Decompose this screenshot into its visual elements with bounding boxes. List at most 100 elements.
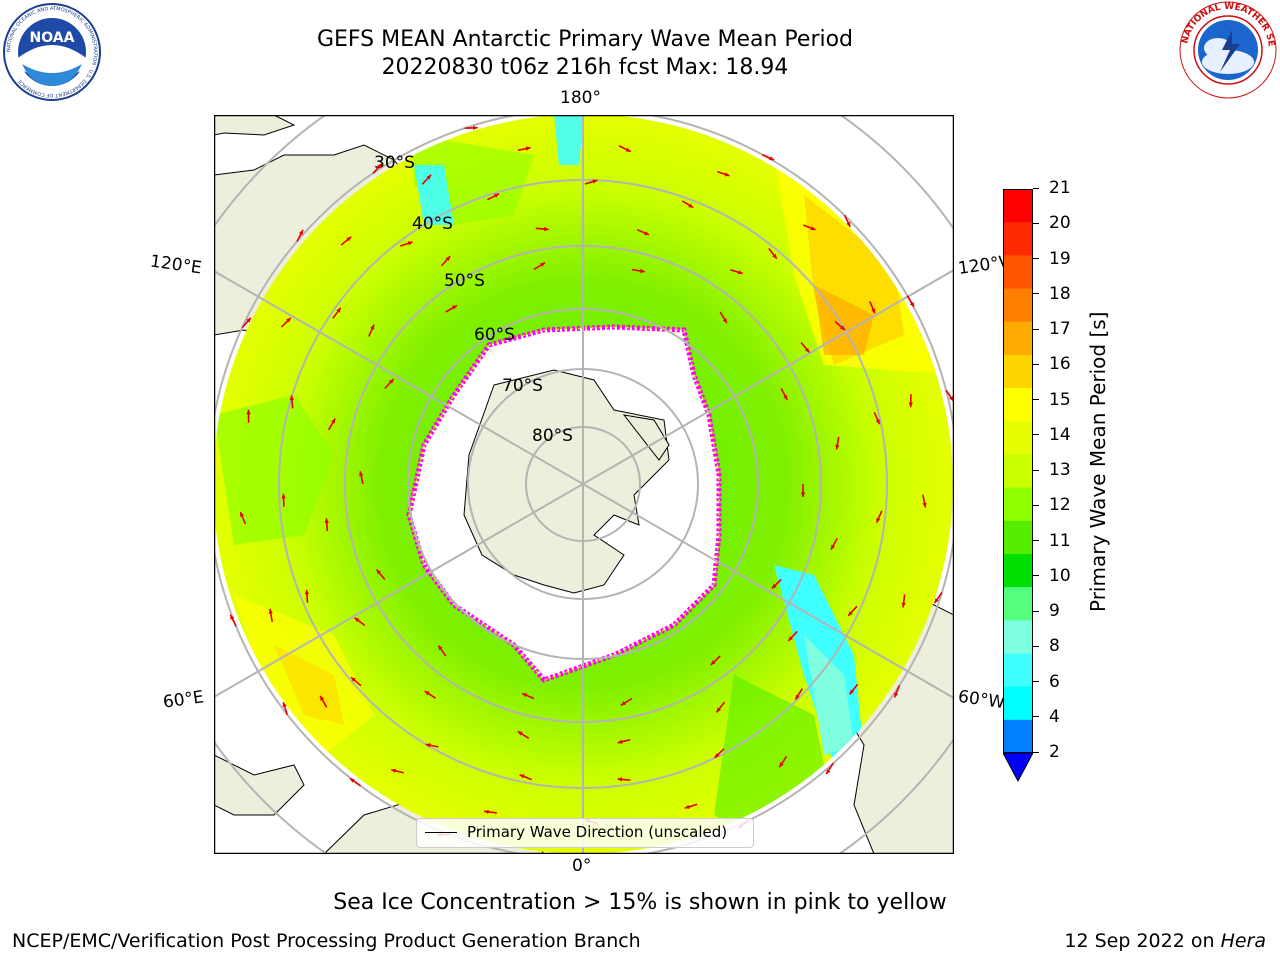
- colorbar-extend-arrow: [1003, 752, 1033, 783]
- map-legend: Primary Wave Direction (unscaled): [416, 818, 754, 848]
- wave-arrow-head: [304, 589, 310, 595]
- wave-arrow-head: [849, 689, 855, 695]
- colorbar-tick-label: 13: [1033, 460, 1071, 480]
- colorbar-band: [1003, 288, 1033, 323]
- colorbar-band: [1003, 487, 1033, 522]
- colorbar-band: [1003, 189, 1033, 223]
- antarctic-ice-region: [406, 324, 722, 683]
- wave-arrow-head: [788, 636, 793, 641]
- wave-arrow-head: [835, 444, 840, 450]
- wave-arrow-head: [684, 804, 690, 809]
- map-panel: 30°S 40°S 50°S 60°S 70°S 80°S Primary Wa…: [214, 115, 954, 854]
- colorbar-band: [1003, 222, 1033, 256]
- wave-arrow-head: [517, 731, 523, 736]
- chart-subtitle: 20220830 t06z 216h fcst Max: 18.94: [381, 55, 789, 80]
- wave-arrow-head: [710, 660, 716, 665]
- colorbar-band: [1003, 719, 1033, 754]
- lat-label-30s: 30°S: [374, 153, 415, 173]
- wave-arrow-head: [452, 305, 457, 310]
- lon-label-120e: 120°E: [148, 251, 203, 279]
- wave-arrow-head: [688, 203, 694, 208]
- colorbar-tick-label: 4: [1033, 707, 1060, 727]
- wave-arrow-head: [644, 231, 650, 236]
- wave-direction-arrows: [229, 125, 954, 837]
- wave-arrow-head: [783, 395, 788, 400]
- lat-label-60s: 60°S: [474, 325, 515, 345]
- wave-arrow-head: [846, 221, 851, 227]
- wave-arrow-head: [724, 172, 730, 177]
- colorbar: [1003, 189, 1033, 783]
- wave-arrow-head: [779, 762, 784, 768]
- wave-arrow-head: [949, 396, 954, 401]
- wave-arrow-head: [525, 146, 531, 151]
- lat-label-70s: 70°S: [502, 376, 543, 396]
- colorbar-tick-label: 14: [1033, 425, 1071, 445]
- wave-arrow-head: [359, 471, 364, 477]
- sea-ice-caption: Sea Ice Concentration > 15% is shown in …: [333, 890, 947, 915]
- lat-label-40s: 40°S: [412, 214, 453, 234]
- footer-date-text: 12 Sep 2022 on: [1064, 930, 1221, 952]
- wave-arrow-head: [370, 324, 375, 330]
- wave-arrow-head: [354, 617, 360, 623]
- lon-label-60w: 60°W: [956, 686, 1007, 714]
- colorbar-tick-label: 15: [1033, 390, 1071, 410]
- wave-arrow-head: [281, 493, 286, 499]
- colorbar-band: [1003, 321, 1033, 356]
- wave-arrow-head: [246, 409, 251, 415]
- wave-arrow-head: [494, 193, 500, 198]
- wave-arrow-head: [445, 256, 451, 261]
- colorbar-band: [1003, 421, 1033, 455]
- footer-machine: Hera: [1220, 930, 1266, 952]
- lon-label-180: 180°: [560, 88, 601, 108]
- wave-arrow-head: [922, 502, 927, 508]
- wave-arrow-head: [592, 179, 598, 184]
- wave-arrow-head: [876, 517, 881, 523]
- wave-arrow-head: [376, 569, 381, 575]
- wave-arrow-head: [894, 692, 899, 698]
- wave-arrow-head: [389, 379, 394, 384]
- wave-arrow-head: [289, 395, 294, 401]
- wave-arrow-head: [617, 739, 623, 744]
- wave-arrow-head: [286, 317, 291, 323]
- colorbar-band: [1003, 686, 1033, 721]
- noaa-logo-text: NOAA: [30, 30, 75, 46]
- wave-arrow-head: [324, 518, 329, 523]
- wave-arrow-head: [473, 125, 478, 131]
- colorbar-band: [1003, 454, 1033, 489]
- colorbar-tick-label: 19: [1033, 249, 1071, 269]
- wave-arrow-head: [848, 611, 853, 616]
- wave-arrow-head: [320, 695, 325, 701]
- wave-arrow-head: [346, 236, 352, 242]
- wave-arrow-head: [484, 809, 489, 814]
- legend-label: Primary Wave Direction (unscaled): [467, 823, 728, 841]
- wave-arrow-head: [831, 544, 836, 550]
- colorbar-ticks: 21 20 19 18 17 16 15 14 13 12 11 10 9 8 6 4 2: [1033, 178, 1083, 762]
- wave-arrow-head: [714, 753, 720, 758]
- colorbar-tick-label: 2: [1033, 742, 1060, 762]
- wave-arrow-head: [424, 691, 430, 696]
- colorbar-tick-label: 9: [1033, 601, 1060, 621]
- colorbar-tick-label: 8: [1033, 636, 1060, 656]
- wave-arrow-head: [299, 229, 303, 235]
- wave-arrow-head: [826, 769, 831, 775]
- wave-arrow-head: [771, 583, 777, 589]
- wave-arrow-head: [544, 226, 549, 232]
- lon-label-60e: 60°E: [161, 687, 206, 713]
- colorbar-tick-label: 12: [1033, 495, 1071, 515]
- wave-arrow-head: [438, 645, 443, 651]
- wave-arrow-head: [407, 241, 413, 246]
- chart-title: GEFS MEAN Antarctic Primary Wave Mean Pe…: [316, 27, 854, 52]
- nws-logo-icon: NATIONAL WEATHER SERVICE: [1175, 0, 1278, 100]
- wave-arrow-head: [331, 418, 336, 424]
- wave-arrow-head: [769, 156, 775, 161]
- wave-arrow-head: [934, 598, 939, 604]
- wave-arrow-head: [722, 318, 727, 324]
- wave-arrow-head: [426, 174, 432, 180]
- wave-arrow-head: [230, 614, 235, 620]
- colorbar-band: [1003, 520, 1033, 555]
- lat-label-80s: 80°S: [532, 426, 573, 446]
- colorbar-tick-label: 6: [1033, 672, 1060, 692]
- wave-arrow-head: [810, 226, 816, 231]
- colorbar-tick-label: 18: [1033, 284, 1071, 304]
- footer-branch: NCEP/EMC/Verification Post Processing Pr…: [12, 930, 641, 952]
